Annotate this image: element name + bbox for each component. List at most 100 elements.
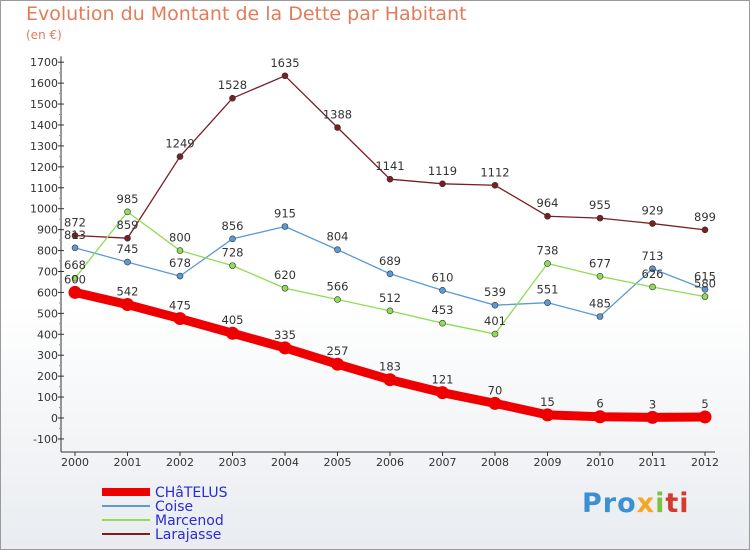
legend-label: Coise xyxy=(155,499,193,515)
data-label: 551 xyxy=(537,283,559,297)
data-label: 1388 xyxy=(323,107,352,121)
data-point xyxy=(544,260,551,267)
data-point xyxy=(701,285,709,293)
data-point xyxy=(176,272,184,280)
x-tick-label: 2000 xyxy=(61,456,89,469)
data-label: 335 xyxy=(274,328,296,342)
data-point xyxy=(229,235,236,243)
data-label: 475 xyxy=(169,299,191,313)
data-label: 745 xyxy=(117,242,139,256)
data-point xyxy=(649,220,656,227)
data-point xyxy=(386,175,394,183)
data-label: 728 xyxy=(222,246,244,260)
data-point xyxy=(488,396,502,410)
data-point xyxy=(334,124,341,131)
data-label: 800 xyxy=(169,231,191,245)
data-label: 929 xyxy=(642,204,664,218)
data-label: 677 xyxy=(589,256,611,270)
data-label: 610 xyxy=(432,270,454,284)
data-label: 600 xyxy=(64,272,86,286)
data-point xyxy=(701,293,709,300)
y-tick-label: 100 xyxy=(37,391,58,404)
data-point xyxy=(281,284,289,292)
data-label: 678 xyxy=(169,256,191,270)
data-point xyxy=(124,234,131,242)
data-label: 566 xyxy=(327,280,349,294)
x-tick-label: 2001 xyxy=(114,456,142,469)
data-point xyxy=(439,180,446,188)
data-label: 70 xyxy=(488,383,503,397)
y-tick-label: 1300 xyxy=(30,140,58,153)
y-tick-label: 900 xyxy=(37,224,58,237)
data-point xyxy=(124,208,131,216)
legend-label: Larajasse xyxy=(155,527,221,543)
data-label: 453 xyxy=(432,303,454,317)
data-label: 539 xyxy=(484,285,506,299)
x-tick-label: 2012 xyxy=(691,456,719,469)
y-tick-label: 400 xyxy=(37,328,58,341)
data-point xyxy=(121,298,134,312)
data-label: 1635 xyxy=(270,56,299,70)
data-point xyxy=(124,258,131,266)
data-point xyxy=(436,386,449,400)
data-point xyxy=(226,326,239,340)
data-point xyxy=(541,408,554,422)
data-point xyxy=(701,226,709,234)
y-tick-label: 1400 xyxy=(30,119,58,132)
data-label: 804 xyxy=(327,230,349,244)
data-point xyxy=(334,246,341,254)
data-point xyxy=(386,307,394,315)
data-label: 668 xyxy=(64,258,86,272)
data-point xyxy=(491,330,499,338)
data-point xyxy=(386,270,394,278)
data-point xyxy=(334,296,341,303)
series-line-larajasse xyxy=(74,75,706,239)
data-label: 542 xyxy=(117,285,139,299)
data-label: 183 xyxy=(379,360,401,374)
x-tick-label: 2011 xyxy=(639,456,667,469)
data-label: 713 xyxy=(642,249,664,263)
data-label: 401 xyxy=(484,314,506,328)
data-point xyxy=(71,244,79,252)
x-tick-label: 2010 xyxy=(586,456,614,469)
data-point xyxy=(331,357,344,371)
data-label: 738 xyxy=(537,244,559,258)
data-point xyxy=(176,153,184,160)
data-label: 580 xyxy=(694,277,716,291)
data-point xyxy=(176,247,184,254)
data-point xyxy=(71,274,79,282)
data-point xyxy=(383,373,397,387)
data-label: 5 xyxy=(701,397,708,411)
data-label: 1528 xyxy=(218,78,247,92)
legend-label: Marcenod xyxy=(155,513,224,529)
data-label: 3 xyxy=(649,397,656,411)
y-tick-label: 700 xyxy=(37,265,58,278)
data-label: 485 xyxy=(589,296,611,310)
x-tick-label: 2007 xyxy=(429,456,457,469)
data-label: 859 xyxy=(117,218,139,232)
data-point xyxy=(698,410,712,424)
data-label: 856 xyxy=(222,219,244,233)
data-label: 985 xyxy=(117,192,139,206)
y-tick-label: 300 xyxy=(37,349,58,362)
y-tick-label: 1100 xyxy=(30,182,58,195)
data-point xyxy=(439,287,446,294)
y-tick-label: 200 xyxy=(37,370,58,383)
y-tick-label: 1000 xyxy=(30,203,58,216)
y-tick-label: -100 xyxy=(33,433,58,446)
data-label: 689 xyxy=(379,254,401,268)
x-tick-label: 2006 xyxy=(376,456,404,469)
data-label: 257 xyxy=(327,344,349,358)
data-point xyxy=(71,232,79,239)
x-tick-label: 2002 xyxy=(166,456,194,469)
data-label: 899 xyxy=(694,210,716,224)
x-tick-label: 2005 xyxy=(324,456,352,469)
y-tick-label: 1500 xyxy=(30,98,58,111)
x-tick-label: 2003 xyxy=(219,456,247,469)
data-label: 915 xyxy=(274,206,296,220)
data-label: 1112 xyxy=(480,165,509,179)
data-point xyxy=(646,410,659,424)
data-point xyxy=(173,312,187,326)
